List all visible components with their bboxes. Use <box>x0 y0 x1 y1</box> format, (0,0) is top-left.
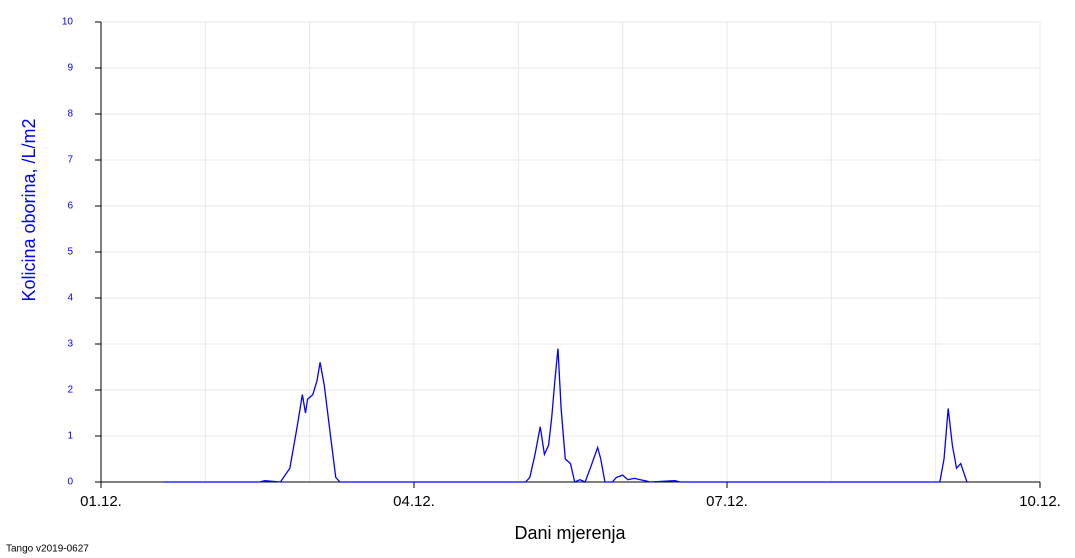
x-tick-label: 10.12. <box>1019 493 1061 510</box>
y-tick-label: 9 <box>67 63 73 74</box>
y-tick-label: 0 <box>67 477 73 488</box>
y-tick-label: 6 <box>67 201 73 212</box>
y-tick-label: 10 <box>62 17 74 28</box>
y-tick-label: 2 <box>67 385 73 396</box>
y-tick-label: 5 <box>67 247 73 258</box>
x-tick-label: 04.12. <box>393 493 435 510</box>
footnote: Tango v2019-0627 <box>6 544 89 555</box>
y-tick-label: 7 <box>67 155 73 166</box>
y-tick-label: 8 <box>67 109 73 120</box>
x-axis-label: Dani mjerenja <box>514 523 626 543</box>
line-series <box>162 348 968 483</box>
x-tick-label: 01.12. <box>80 493 122 510</box>
y-tick-label: 1 <box>67 431 73 442</box>
y-tick-label: 4 <box>67 293 73 304</box>
x-tick-label: 07.12. <box>706 493 748 510</box>
y-tick-label: 3 <box>67 339 73 350</box>
y-axis-label: Kolicina oborina, /L/m2 <box>19 118 39 301</box>
